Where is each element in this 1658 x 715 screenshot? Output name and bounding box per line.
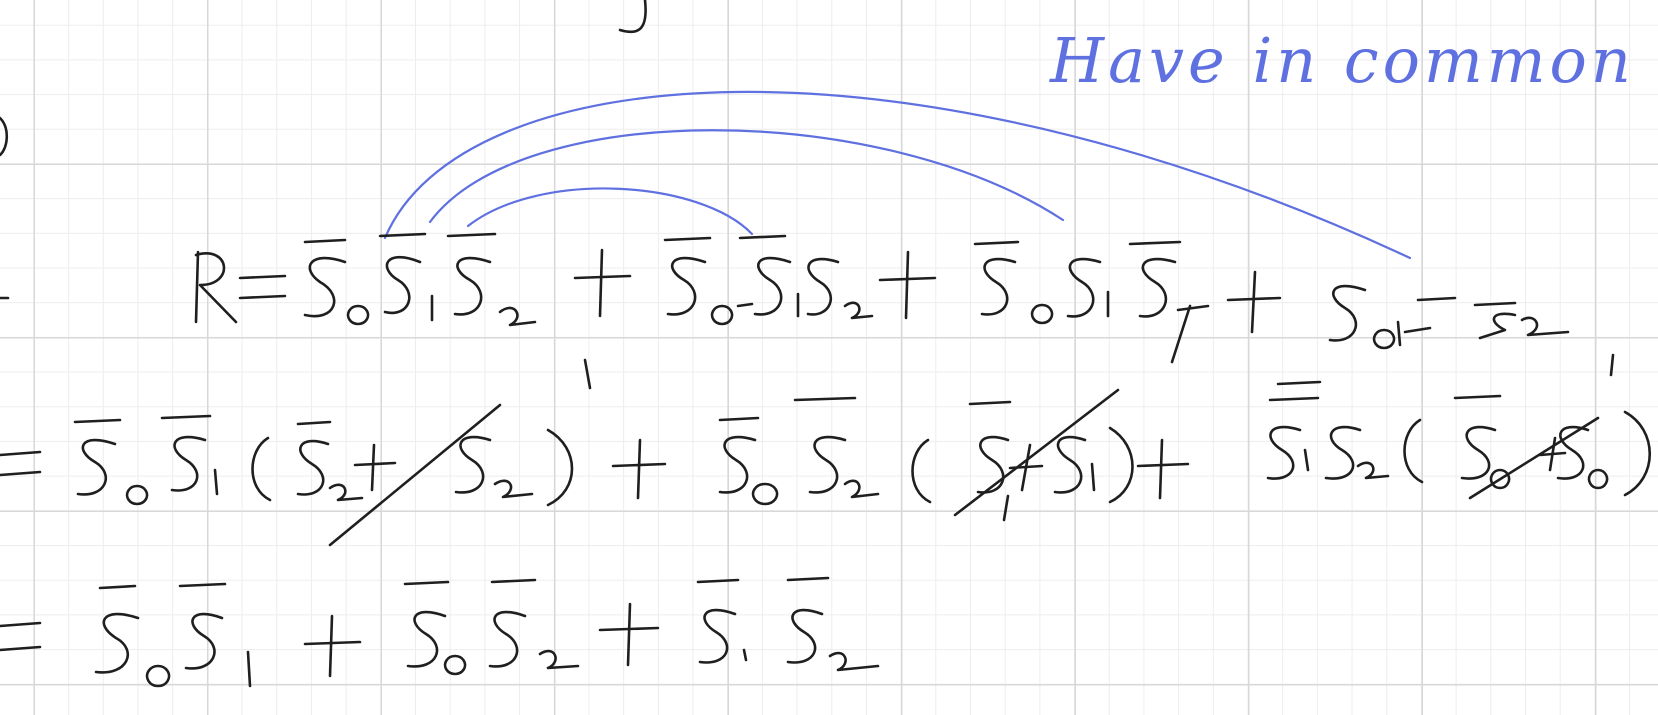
arc-outer: [383, 90, 1412, 260]
common-term-arcs: [383, 90, 1412, 260]
arc-inner: [466, 187, 754, 236]
handwriting-line-2: [0, 380, 1652, 547]
arc-middle: [428, 129, 1065, 224]
handwriting-line-1: [194, 232, 1615, 390]
handwriting-line-3: [0, 576, 880, 688]
equation-line-2: = S̄₀S̄₁(S̄₂ + S₂) + S̄₀S̄₂(S̄₁ + S₁) + …: [10, 434, 1361, 504]
annotation-note: Have in common: [1049, 24, 1635, 97]
